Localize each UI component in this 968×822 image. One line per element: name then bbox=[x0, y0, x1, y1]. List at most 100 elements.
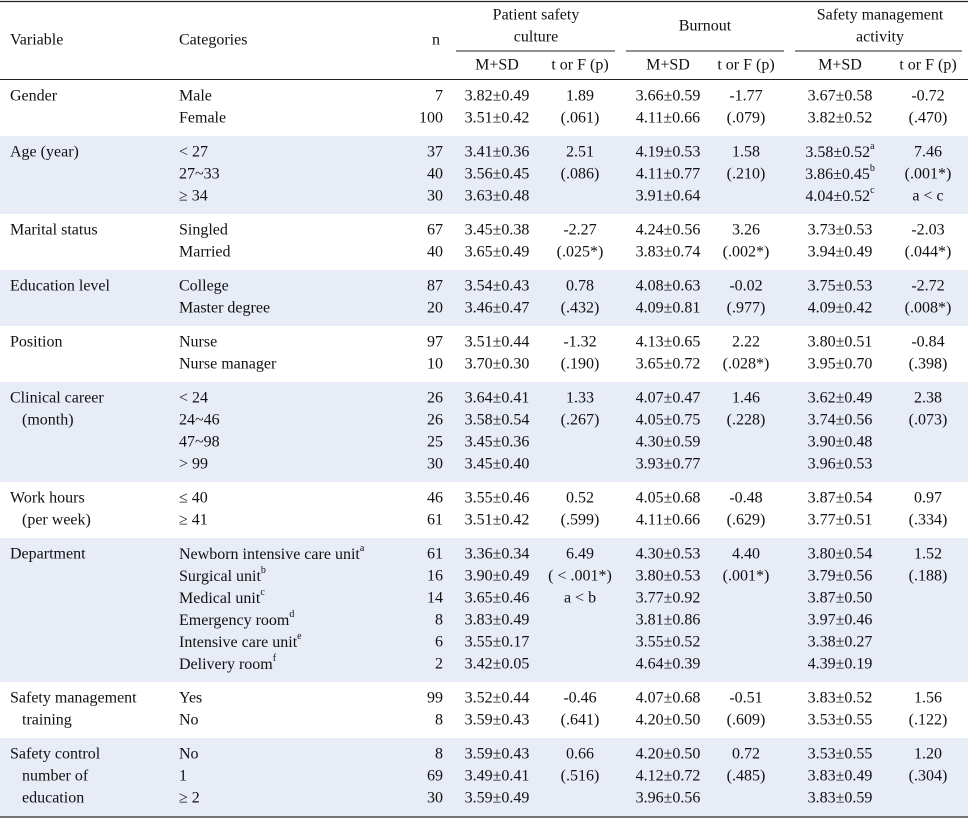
category: Master degree bbox=[179, 300, 270, 317]
cell: 87 bbox=[427, 278, 443, 295]
cell: 8 bbox=[435, 612, 443, 629]
header-cell: Categories bbox=[179, 32, 247, 49]
cell: 61 bbox=[427, 512, 443, 529]
cell: 3.96±0.53 bbox=[808, 456, 873, 473]
cell: 30 bbox=[427, 790, 443, 807]
category: No bbox=[179, 746, 199, 763]
cell: 3.77±0.92 bbox=[636, 590, 701, 607]
cell: 7.46 bbox=[914, 144, 942, 161]
cell: 3.62±0.49 bbox=[808, 390, 873, 407]
cell: 8 bbox=[435, 712, 443, 729]
cell: (.228) bbox=[727, 412, 766, 429]
cell: 4.11±0.66 bbox=[636, 512, 700, 529]
category: 1 bbox=[179, 768, 187, 785]
cell: 46 bbox=[427, 490, 443, 507]
cell: 97 bbox=[427, 334, 443, 351]
group-header: Patient safety bbox=[493, 7, 580, 24]
cell: 2.38 bbox=[914, 390, 942, 407]
variable: Clinical career bbox=[10, 390, 104, 407]
cell: 3.41±0.36 bbox=[465, 144, 530, 161]
cell: 3.83±0.59 bbox=[808, 790, 873, 807]
cell: 2 bbox=[435, 656, 443, 673]
cell: -2.03 bbox=[911, 222, 944, 239]
superscript: c bbox=[870, 185, 875, 196]
cell-text: 4.04±0.52 bbox=[805, 188, 870, 205]
cell: 3.55±0.17 bbox=[465, 634, 530, 651]
cell: 4.30±0.53 bbox=[636, 546, 701, 563]
category: Female bbox=[179, 110, 226, 127]
variable: education bbox=[22, 790, 84, 807]
category: Emergency roomd bbox=[179, 609, 294, 628]
cell: 3.83±0.49 bbox=[465, 612, 530, 629]
cell-text: Medical unit bbox=[179, 590, 261, 607]
superscript: d bbox=[289, 609, 294, 620]
variable: Department bbox=[10, 546, 86, 563]
cell: 3.26 bbox=[732, 222, 760, 239]
cell: 3.75±0.53 bbox=[808, 278, 873, 295]
cell-text: Delivery room bbox=[179, 656, 273, 673]
cell: 3.45±0.36 bbox=[465, 434, 530, 451]
cell: 40 bbox=[427, 166, 443, 183]
cell: (.025*) bbox=[557, 244, 604, 261]
group-header: Safety management bbox=[817, 7, 944, 24]
cell: 3.65±0.49 bbox=[465, 244, 530, 261]
cell: 3.77±0.51 bbox=[808, 512, 873, 529]
cell: (.190) bbox=[561, 356, 600, 373]
variable: Marital status bbox=[10, 222, 98, 239]
cell: 4.07±0.68 bbox=[636, 690, 701, 707]
cell: 3.87±0.50 bbox=[808, 590, 873, 607]
cell: 37 bbox=[427, 144, 443, 161]
cell: 14 bbox=[427, 590, 443, 607]
cell: 3.95±0.70 bbox=[808, 356, 873, 373]
cell: (.470) bbox=[909, 110, 948, 127]
category: 47~98 bbox=[179, 434, 220, 451]
cell: -1.32 bbox=[563, 334, 596, 351]
cell: 6 bbox=[435, 634, 443, 651]
cell: 10 bbox=[427, 356, 443, 373]
cell: -2.72 bbox=[911, 278, 944, 295]
cell: 4.11±0.66 bbox=[636, 110, 700, 127]
cell: 3.45±0.38 bbox=[465, 222, 530, 239]
cell: 7 bbox=[435, 88, 443, 105]
cell: (.001*) bbox=[723, 568, 770, 585]
cell-text: 3.86±0.45 bbox=[805, 166, 870, 183]
cell: 4.05±0.75 bbox=[636, 412, 701, 429]
group-header: activity bbox=[856, 29, 904, 46]
cell: 3.67±0.58 bbox=[808, 88, 873, 105]
category: Nurse manager bbox=[179, 356, 277, 373]
category: College bbox=[179, 278, 229, 295]
cell: 3.53±0.55 bbox=[808, 746, 873, 763]
cell: 1.20 bbox=[914, 746, 942, 763]
cell: 4.09±0.42 bbox=[808, 300, 873, 317]
category: ≤ 40 bbox=[179, 490, 208, 507]
cell: 6.49 bbox=[566, 546, 594, 563]
cell-text: 3.58±0.52 bbox=[805, 144, 870, 161]
category: Medical unitc bbox=[179, 587, 265, 606]
cell: (.629) bbox=[727, 512, 766, 529]
cell: 40 bbox=[427, 244, 443, 261]
cell: 3.59±0.43 bbox=[465, 746, 530, 763]
superscript: e bbox=[297, 631, 302, 642]
cell: 3.90±0.48 bbox=[808, 434, 873, 451]
cell: 3.66±0.59 bbox=[636, 88, 701, 105]
cell: 0.66 bbox=[566, 746, 594, 763]
cell: 1.52 bbox=[914, 546, 942, 563]
category: Married bbox=[179, 244, 231, 261]
cell-text: Surgical unit bbox=[179, 568, 261, 585]
cell: 3.90±0.49 bbox=[465, 568, 530, 585]
cell: 3.58±0.54 bbox=[465, 412, 530, 429]
cell: 3.59±0.43 bbox=[465, 712, 530, 729]
cell: 3.42±0.05 bbox=[465, 656, 530, 673]
superscript: c bbox=[260, 587, 265, 598]
row-band bbox=[0, 738, 968, 816]
cell: 3.51±0.44 bbox=[465, 334, 530, 351]
cell: a < c bbox=[912, 188, 943, 205]
cell: -2.27 bbox=[563, 222, 596, 239]
cell: -0.48 bbox=[729, 490, 762, 507]
cell: (.516) bbox=[561, 768, 600, 785]
cell: (.977) bbox=[727, 300, 766, 317]
cell: 99 bbox=[427, 690, 443, 707]
cell: 3.59±0.49 bbox=[465, 790, 530, 807]
header-cell: Variable bbox=[10, 32, 63, 49]
cell: (.641) bbox=[561, 712, 600, 729]
